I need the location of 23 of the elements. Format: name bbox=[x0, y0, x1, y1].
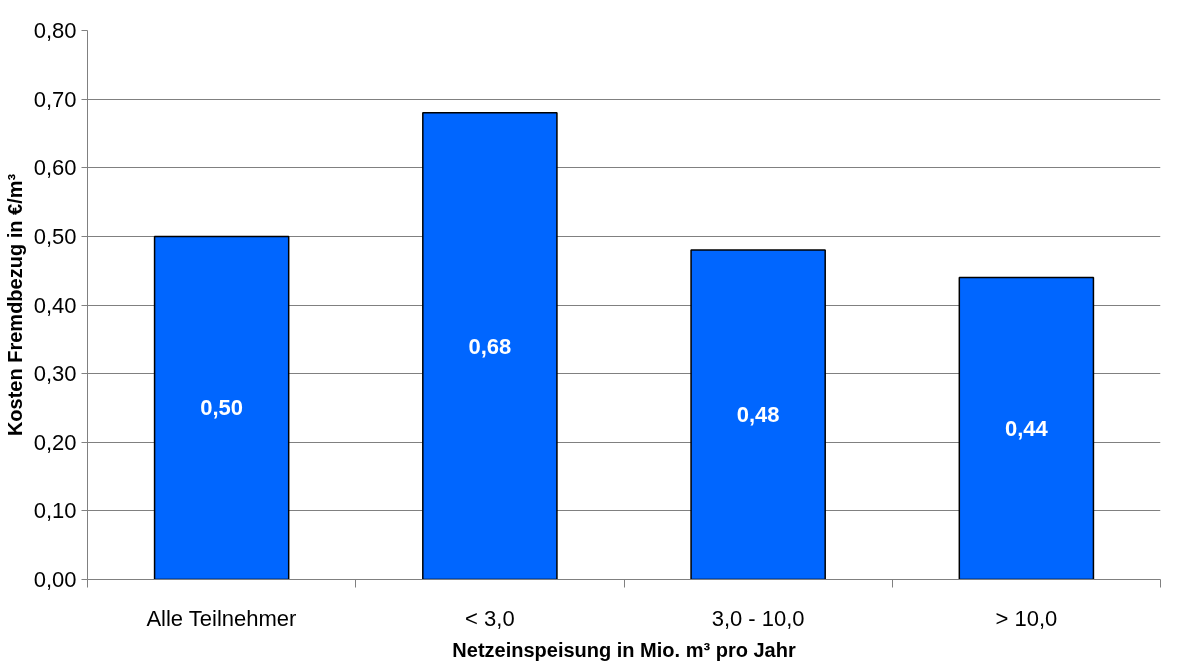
y-tick-label: 0,10 bbox=[33, 498, 77, 524]
data-label: 0,48 bbox=[736, 402, 780, 428]
bar bbox=[690, 249, 826, 580]
y-tick-label: 0,60 bbox=[33, 155, 77, 181]
x-axis-title: Netzeinspeisung in Mio. m³ pro Jahr bbox=[452, 638, 796, 661]
data-label: 0,44 bbox=[1004, 416, 1049, 442]
y-tick-label: 0,30 bbox=[33, 361, 77, 387]
x-tick-label: Alle Teilnehmer bbox=[146, 605, 297, 631]
y-tick-label: 0,40 bbox=[33, 292, 77, 318]
bar bbox=[153, 235, 290, 580]
y-axis-title: Kosten Fremdbezug in €/m³ bbox=[3, 173, 26, 437]
y-tick-label: 0,00 bbox=[33, 567, 77, 592]
y-tick-label: 0,80 bbox=[33, 18, 77, 43]
y-tick-label: 0,20 bbox=[33, 429, 77, 455]
data-label: 0,68 bbox=[468, 333, 512, 359]
x-tick-label: < 3,0 bbox=[465, 605, 515, 631]
x-tick-label: > 10,0 bbox=[995, 605, 1058, 631]
y-tick-label: 0,70 bbox=[33, 86, 77, 112]
y-tick-label: 0,50 bbox=[33, 223, 77, 249]
bar bbox=[422, 112, 558, 580]
bar bbox=[958, 276, 1095, 580]
data-label: 0,50 bbox=[200, 395, 244, 421]
x-tick-label: 3,0 - 10,0 bbox=[711, 605, 805, 631]
